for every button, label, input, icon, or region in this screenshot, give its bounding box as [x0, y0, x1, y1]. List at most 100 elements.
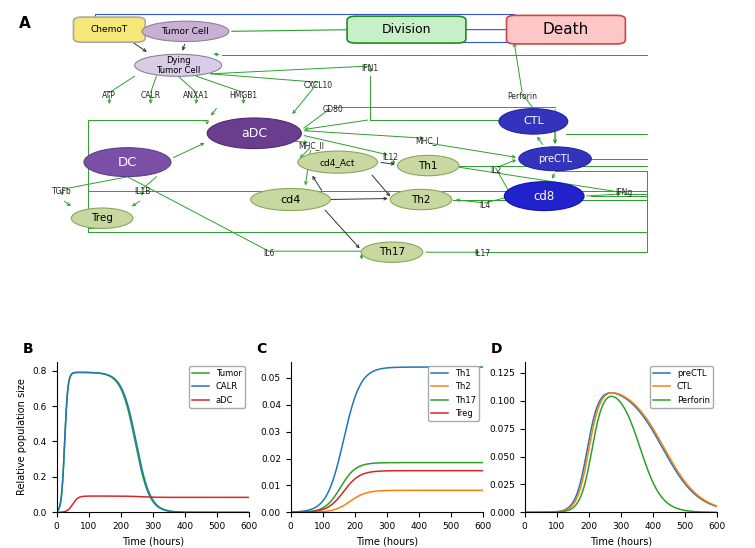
Perforin: [607, 393, 616, 399]
preCTL: [520, 509, 529, 516]
FancyBboxPatch shape: [507, 15, 625, 44]
aDC: [100, 493, 109, 499]
Text: IFNg: IFNg: [615, 188, 633, 197]
Tumor: [52, 508, 61, 515]
Ellipse shape: [361, 242, 423, 262]
Treg: [347, 479, 356, 486]
Tumor: [179, 509, 188, 516]
Th1: [333, 461, 342, 467]
Text: A: A: [19, 16, 30, 31]
Ellipse shape: [84, 148, 171, 176]
Legend: preCTL, CTL, Perforin: preCTL, CTL, Perforin: [650, 366, 713, 408]
Th2: [341, 501, 350, 508]
CTL: [567, 503, 576, 509]
CTL: [694, 493, 703, 499]
Tumor: [245, 509, 254, 516]
Legend: Tumor, CALR, aDC: Tumor, CALR, aDC: [189, 366, 245, 408]
FancyBboxPatch shape: [347, 16, 466, 43]
Th2: [436, 487, 445, 494]
Perforin: [581, 478, 590, 484]
preCTL: [567, 501, 576, 507]
Tumor: [100, 371, 109, 378]
Line: Tumor: Tumor: [57, 373, 249, 512]
Text: IL1B: IL1B: [134, 187, 150, 196]
Th2: [412, 487, 421, 494]
Th17: [436, 459, 445, 466]
Th2: [460, 487, 469, 494]
aDC: [94, 493, 103, 499]
CTL: [575, 489, 584, 496]
Text: Dying
Tumor Cell: Dying Tumor Cell: [156, 55, 200, 75]
CALR: [245, 509, 254, 516]
Ellipse shape: [207, 118, 301, 149]
Text: CXCL10: CXCL10: [304, 81, 333, 89]
Treg: [286, 509, 295, 516]
Th17: [412, 459, 421, 466]
Th1: [286, 509, 295, 515]
Line: Th1: Th1: [291, 367, 483, 512]
Line: CTL: CTL: [525, 393, 717, 512]
Text: Treg: Treg: [91, 213, 113, 223]
Th2: [479, 487, 488, 494]
Th2: [333, 505, 342, 512]
Text: CTL: CTL: [523, 116, 544, 127]
aDC: [52, 509, 61, 516]
Text: IL4: IL4: [479, 201, 491, 210]
Th1: [460, 364, 469, 370]
Text: IFN1: IFN1: [362, 64, 379, 73]
Th2: [347, 497, 356, 504]
Text: IL6: IL6: [263, 249, 275, 259]
aDC: [106, 493, 116, 499]
FancyBboxPatch shape: [73, 17, 145, 42]
Line: Th17: Th17: [291, 463, 483, 512]
X-axis label: Time (hours): Time (hours): [356, 536, 418, 547]
Line: preCTL: preCTL: [525, 393, 717, 512]
Line: aDC: aDC: [57, 496, 249, 512]
aDC: [226, 494, 235, 501]
Th17: [333, 488, 342, 495]
Th2: [286, 509, 295, 516]
preCTL: [713, 504, 722, 510]
X-axis label: Time (hours): Time (hours): [590, 536, 652, 547]
Text: MHC_II: MHC_II: [297, 141, 324, 150]
Text: Th1: Th1: [418, 161, 438, 170]
Th1: [436, 364, 445, 370]
CALR: [179, 509, 188, 516]
Text: Tumor Cell: Tumor Cell: [162, 27, 209, 36]
Perforin: [647, 476, 656, 482]
aDC: [113, 493, 122, 499]
Ellipse shape: [297, 151, 378, 173]
Ellipse shape: [142, 21, 229, 42]
Tumor: [106, 374, 116, 380]
CTL: [670, 463, 680, 470]
Text: cd8: cd8: [534, 190, 555, 203]
Treg: [460, 467, 469, 474]
CALR: [226, 509, 235, 516]
Treg: [341, 487, 350, 493]
Line: Treg: Treg: [291, 471, 483, 512]
Text: DC: DC: [118, 156, 137, 169]
Text: CD80: CD80: [322, 105, 343, 114]
Tumor: [75, 369, 84, 376]
preCTL: [647, 425, 656, 432]
Text: ChemoT: ChemoT: [91, 25, 128, 34]
Text: D: D: [491, 342, 502, 356]
Text: cd4: cd4: [280, 195, 300, 204]
CTL: [713, 503, 722, 510]
CALR: [202, 509, 211, 516]
Text: Perforin: Perforin: [507, 92, 538, 101]
Tumor: [202, 509, 211, 516]
Ellipse shape: [499, 109, 568, 134]
Ellipse shape: [397, 156, 459, 176]
X-axis label: Time (hours): Time (hours): [122, 536, 184, 547]
preCTL: [694, 494, 703, 500]
Text: CALR: CALR: [140, 91, 161, 100]
Legend: Th1, Th2, Th17, Treg: Th1, Th2, Th17, Treg: [428, 366, 479, 421]
Th1: [479, 364, 488, 370]
Perforin: [575, 497, 584, 504]
CALR: [52, 508, 61, 515]
Text: cd4_Act: cd4_Act: [320, 158, 356, 167]
CALR: [100, 370, 109, 377]
Perforin: [713, 509, 722, 516]
Text: Division: Division: [382, 23, 431, 36]
